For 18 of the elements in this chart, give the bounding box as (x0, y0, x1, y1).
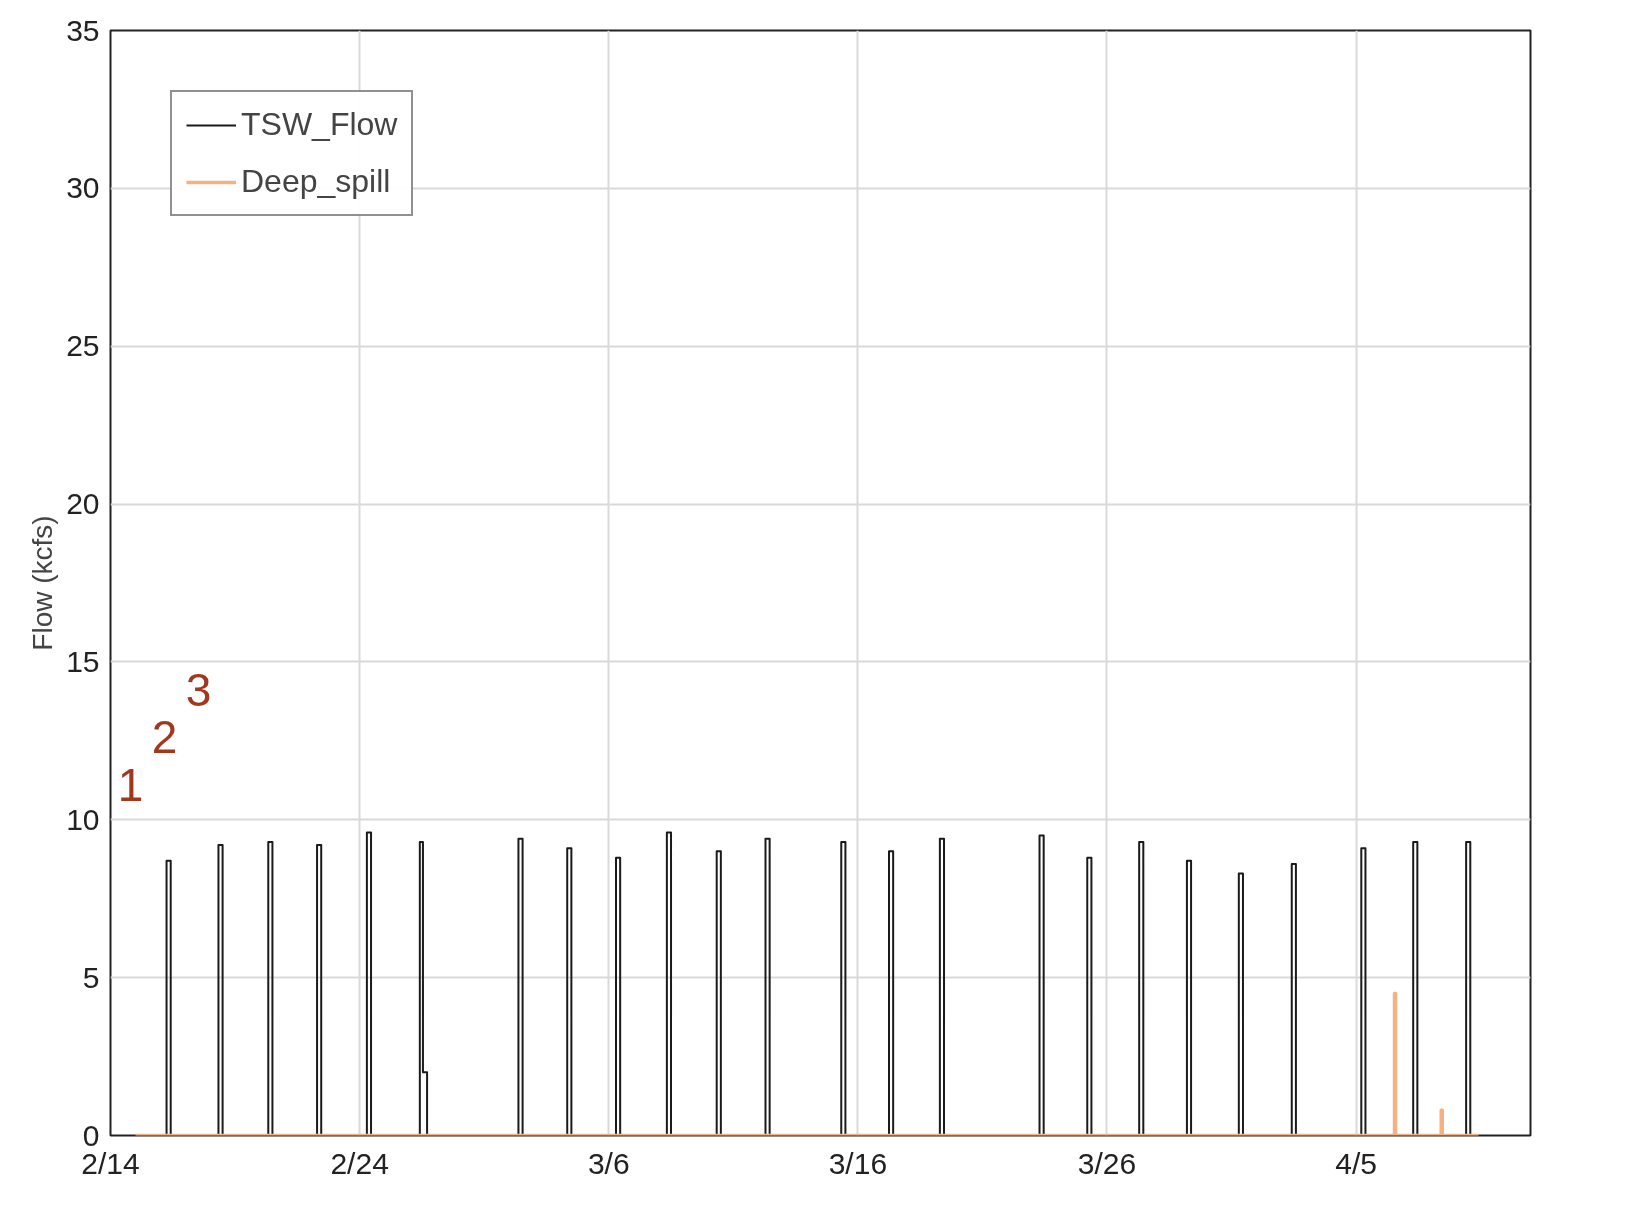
annotation: 1 (117, 758, 144, 811)
y-axis-title: Flow (kcfs) (27, 515, 59, 651)
legend-label: Deep_spill (241, 163, 391, 200)
x-tick-label: 2/24 (330, 1146, 389, 1180)
x-tick-label: 3/26 (1077, 1146, 1137, 1180)
y-tick-label: 5 (82, 960, 100, 994)
annotation: 3 (185, 664, 212, 717)
x-tick-label: 3/6 (587, 1146, 630, 1180)
y-tick-label: 25 (66, 329, 100, 363)
annotation: 2 (151, 711, 178, 764)
y-tick-label: 10 (66, 802, 100, 836)
y-tick-label: 15 (66, 644, 100, 678)
legend-label: TSW_Flow (241, 106, 398, 143)
x-tick-label: 3/16 (828, 1146, 888, 1180)
y-tick-label: 30 (66, 171, 100, 205)
y-tick-label: 20 (66, 487, 100, 521)
y-tick-label: 35 (66, 13, 100, 47)
x-tick-label: 4/5 (1335, 1146, 1377, 1180)
